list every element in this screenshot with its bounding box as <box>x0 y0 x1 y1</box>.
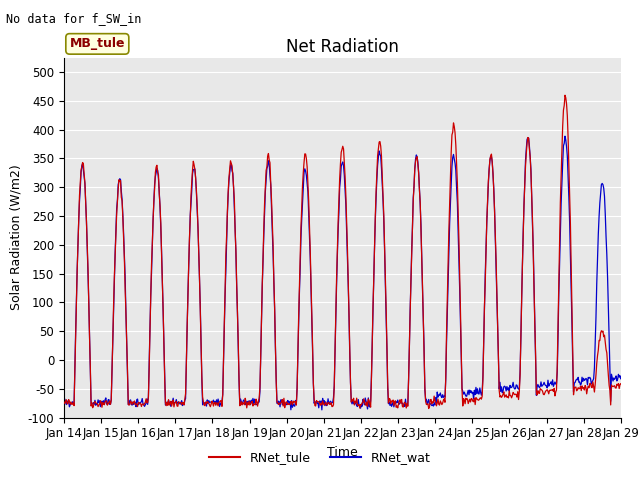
Y-axis label: Solar Radiation (W/m2): Solar Radiation (W/m2) <box>9 165 22 311</box>
X-axis label: Time: Time <box>327 446 358 459</box>
Text: No data for f_SW_in: No data for f_SW_in <box>6 12 142 25</box>
Title: Net Radiation: Net Radiation <box>286 38 399 56</box>
Legend: RNet_tule, RNet_wat: RNet_tule, RNet_wat <box>204 446 436 469</box>
Text: MB_tule: MB_tule <box>70 37 125 50</box>
